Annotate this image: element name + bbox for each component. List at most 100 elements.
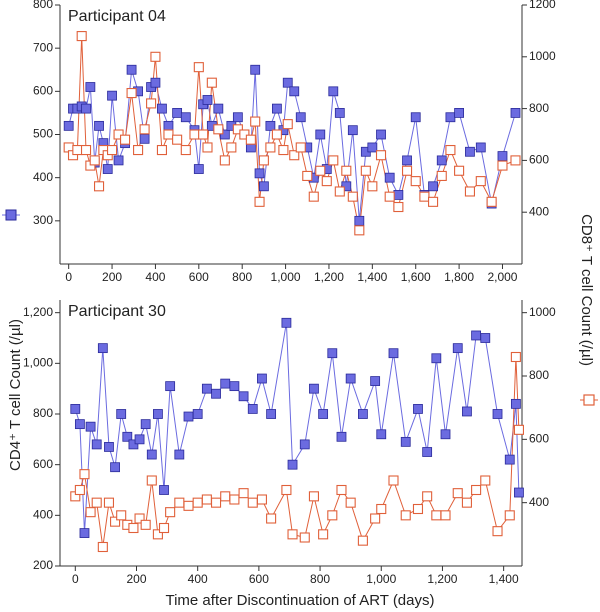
data-point [295, 142, 306, 153]
data-point [431, 510, 442, 521]
data-point [354, 225, 365, 236]
x-tick-label: 800 [232, 270, 252, 284]
y-tick-label: 800 [33, 406, 53, 420]
data-point [94, 120, 104, 131]
data-point [271, 129, 282, 140]
data-point [504, 510, 515, 521]
data-point [510, 155, 521, 166]
data-point [140, 519, 151, 530]
x-tick-label: 1,800 [444, 270, 474, 284]
data-point [180, 144, 191, 156]
data-point [436, 170, 447, 181]
data-point [315, 165, 326, 176]
data-point [452, 488, 463, 499]
data-point [334, 186, 345, 197]
data-point [315, 129, 326, 140]
data-point [465, 146, 475, 157]
data-point [471, 484, 482, 496]
data-point [183, 411, 194, 422]
data-point [321, 176, 332, 187]
data-point [281, 484, 292, 496]
data-point [309, 383, 319, 394]
panel-title: Participant 04 [68, 8, 166, 25]
data-point [358, 409, 368, 419]
data-point [266, 409, 277, 419]
data-point [480, 475, 491, 486]
data-point [63, 120, 74, 131]
data-point [97, 541, 108, 553]
data-point [486, 196, 497, 207]
data-point [504, 454, 515, 465]
y-tick-label: 400 [33, 508, 53, 522]
data-point [172, 108, 183, 118]
data-point [299, 439, 310, 450]
data-point [428, 181, 438, 192]
y-tick-label: 500 [33, 127, 53, 141]
data-point [122, 431, 133, 442]
data-point [150, 51, 161, 62]
data-point [471, 330, 482, 341]
data-point [165, 381, 176, 392]
data-point [440, 510, 451, 521]
data-point [347, 125, 358, 136]
data-point [134, 434, 145, 445]
data-point [289, 150, 300, 161]
data-point [172, 134, 183, 145]
data-point [492, 526, 503, 537]
data-point [410, 112, 421, 123]
data-point [475, 142, 486, 153]
data-point [347, 191, 358, 202]
data-point [513, 424, 524, 435]
data-point [376, 503, 387, 515]
data-point [219, 129, 230, 140]
x-axis-label: Time after Discontinuation of ART (days) [165, 592, 434, 609]
data-point [247, 497, 258, 508]
data-point [229, 494, 240, 505]
legend-cd8 [580, 394, 598, 406]
x-tick-label: 1,400 [489, 572, 519, 586]
data-point [116, 409, 127, 419]
data-point [128, 522, 139, 534]
data-point [128, 439, 139, 450]
data-point [345, 373, 356, 384]
data-point [341, 165, 352, 176]
data-point [193, 62, 204, 73]
data-point [345, 497, 356, 508]
data-point [510, 398, 521, 409]
y-tick-label: 400 [33, 170, 53, 184]
data-point [354, 215, 365, 226]
data-point [464, 186, 475, 197]
data-point [413, 404, 423, 414]
data-point [492, 409, 503, 419]
data-point [302, 170, 313, 181]
data-point [239, 129, 250, 140]
data-point [254, 196, 265, 207]
x-tick-label: 1,000 [271, 270, 301, 284]
data-point [116, 510, 127, 521]
data-point [256, 494, 267, 505]
data-point [201, 383, 212, 394]
data-point [110, 516, 121, 527]
x-tick-label: 2,000 [487, 270, 517, 284]
data-point [400, 510, 411, 521]
y-tick-label: 1,200 [23, 305, 53, 319]
y-tick-label: 800 [33, 0, 53, 11]
data-point [257, 373, 267, 384]
data-point [393, 190, 404, 200]
x-tick-label: 1,200 [314, 270, 344, 284]
data-point [202, 95, 213, 105]
data-point [436, 155, 447, 166]
x-tick-label: 0 [65, 270, 72, 284]
data-point [91, 497, 102, 508]
data-point [461, 497, 472, 508]
data-point [213, 103, 224, 114]
data-point [79, 528, 90, 538]
data-point [156, 144, 167, 156]
data-point [282, 77, 293, 88]
y-tick-label: 700 [33, 40, 53, 54]
data-point [334, 108, 345, 118]
panel: 0 200 400 600 800 1,000 1,200 1,400 1,600 1,800 2,… [33, 0, 556, 284]
data-point [76, 31, 87, 42]
data-point [278, 144, 289, 156]
